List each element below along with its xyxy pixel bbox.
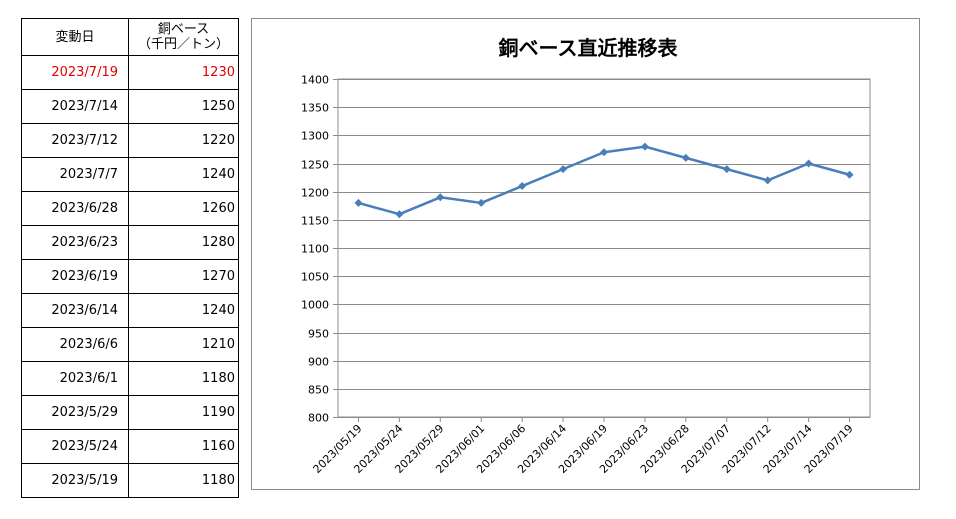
table-row: 2023/7/7 1240: [21, 157, 239, 192]
row-date: 2023/6/23: [21, 225, 129, 260]
row-date: 2023/5/19: [21, 463, 129, 498]
data-point-marker: [477, 198, 486, 207]
table-row: 2023/7/14 1250: [21, 89, 239, 124]
table-row: 2023/6/28 1260: [21, 191, 239, 226]
header-price-line2: （千円／トン）: [137, 37, 229, 52]
y-tick-label: 800: [308, 412, 329, 425]
row-price: 1190: [128, 395, 239, 430]
table-row: 2023/7/12 1220: [21, 123, 239, 158]
data-point-marker: [559, 165, 568, 174]
table-row: 2023/5/19 1180: [21, 463, 239, 498]
data-point-marker: [354, 198, 363, 207]
row-date: 2023/7/19: [21, 55, 129, 90]
row-price: 1160: [128, 429, 239, 464]
y-tick-label: 1250: [301, 159, 329, 172]
chart-title: 銅ベース直近推移表: [499, 36, 679, 60]
data-point-marker: [681, 153, 690, 162]
row-price: 1240: [128, 157, 239, 192]
row-date: 2023/6/1: [21, 361, 129, 396]
y-tick-label: 1400: [301, 74, 329, 87]
row-price: 1240: [128, 293, 239, 328]
data-point-marker: [640, 142, 649, 151]
chart-panel: 銅ベース直近推移表 1400 1350 1300 1250 1200 1150 1100 10…: [251, 18, 920, 490]
table-row: 2023/6/14 1240: [21, 293, 239, 328]
data-point-marker: [722, 165, 731, 174]
row-date: 2023/7/14: [21, 89, 129, 124]
row-price: 1230: [128, 55, 239, 90]
row-date: 2023/7/12: [21, 123, 129, 158]
line-chart: 銅ベース直近推移表 1400 1350 1300 1250 1200 1150 1100 10…: [301, 36, 871, 476]
y-tick-label: 1350: [301, 102, 329, 115]
table-row: 2023/5/24 1160: [21, 429, 239, 464]
table-row: 2023/5/29 1190: [21, 395, 239, 430]
y-tick-label: 1200: [301, 187, 329, 200]
table-row: 2023/6/23 1280: [21, 225, 239, 260]
row-date: 2023/7/7: [21, 157, 129, 192]
data-point-marker: [436, 193, 445, 202]
data-point-marker: [395, 210, 404, 219]
data-point-marker: [804, 159, 813, 168]
table-row: 2023/6/1 1180: [21, 361, 239, 396]
row-date: 2023/6/28: [21, 191, 129, 226]
y-tick-label: 950: [308, 328, 329, 341]
row-date: 2023/5/24: [21, 429, 129, 464]
row-date: 2023/6/19: [21, 259, 129, 294]
table-row: 2023/6/6 1210: [21, 327, 239, 362]
y-tick-label: 850: [308, 384, 329, 397]
header-date: 変動日: [21, 18, 129, 56]
row-price: 1180: [128, 361, 239, 396]
y-tick-label: 1300: [301, 130, 329, 143]
y-tick-label: 1150: [301, 215, 329, 228]
table-row: 2023/6/19 1270: [21, 259, 239, 294]
row-price: 1210: [128, 327, 239, 362]
row-price: 1220: [128, 123, 239, 158]
y-tick-label: 1000: [301, 299, 329, 312]
row-date: 2023/5/29: [21, 395, 129, 430]
data-point-marker: [518, 182, 527, 191]
header-price: 銅ベース （千円／トン）: [128, 18, 239, 56]
header-price-line1: 銅ベース: [157, 22, 210, 37]
table-header-row: 変動日 銅ベース （千円／トン）: [21, 18, 239, 56]
row-price: 1260: [128, 191, 239, 226]
series-line: [358, 145, 850, 216]
row-price: 1270: [128, 259, 239, 294]
y-tick-label: 900: [308, 356, 329, 369]
data-point-marker: [600, 148, 608, 157]
row-price: 1180: [128, 463, 239, 498]
price-table: 変動日 銅ベース （千円／トン） 2023/7/19 1230 2023/7/14 1…: [21, 18, 239, 498]
y-tick-label: 1050: [301, 271, 329, 284]
data-point-marker: [845, 170, 854, 179]
y-tick-label: 1100: [301, 243, 329, 256]
row-date: 2023/6/6: [21, 327, 129, 362]
row-price: 1280: [128, 225, 239, 260]
data-point-marker: [763, 176, 772, 185]
table-row: 2023/7/19 1230: [21, 55, 239, 90]
row-price: 1250: [128, 89, 239, 124]
price-table-body: 変動日 銅ベース （千円／トン） 2023/7/19 1230 2023/7/14 1…: [21, 18, 239, 498]
row-date: 2023/6/14: [21, 293, 129, 328]
